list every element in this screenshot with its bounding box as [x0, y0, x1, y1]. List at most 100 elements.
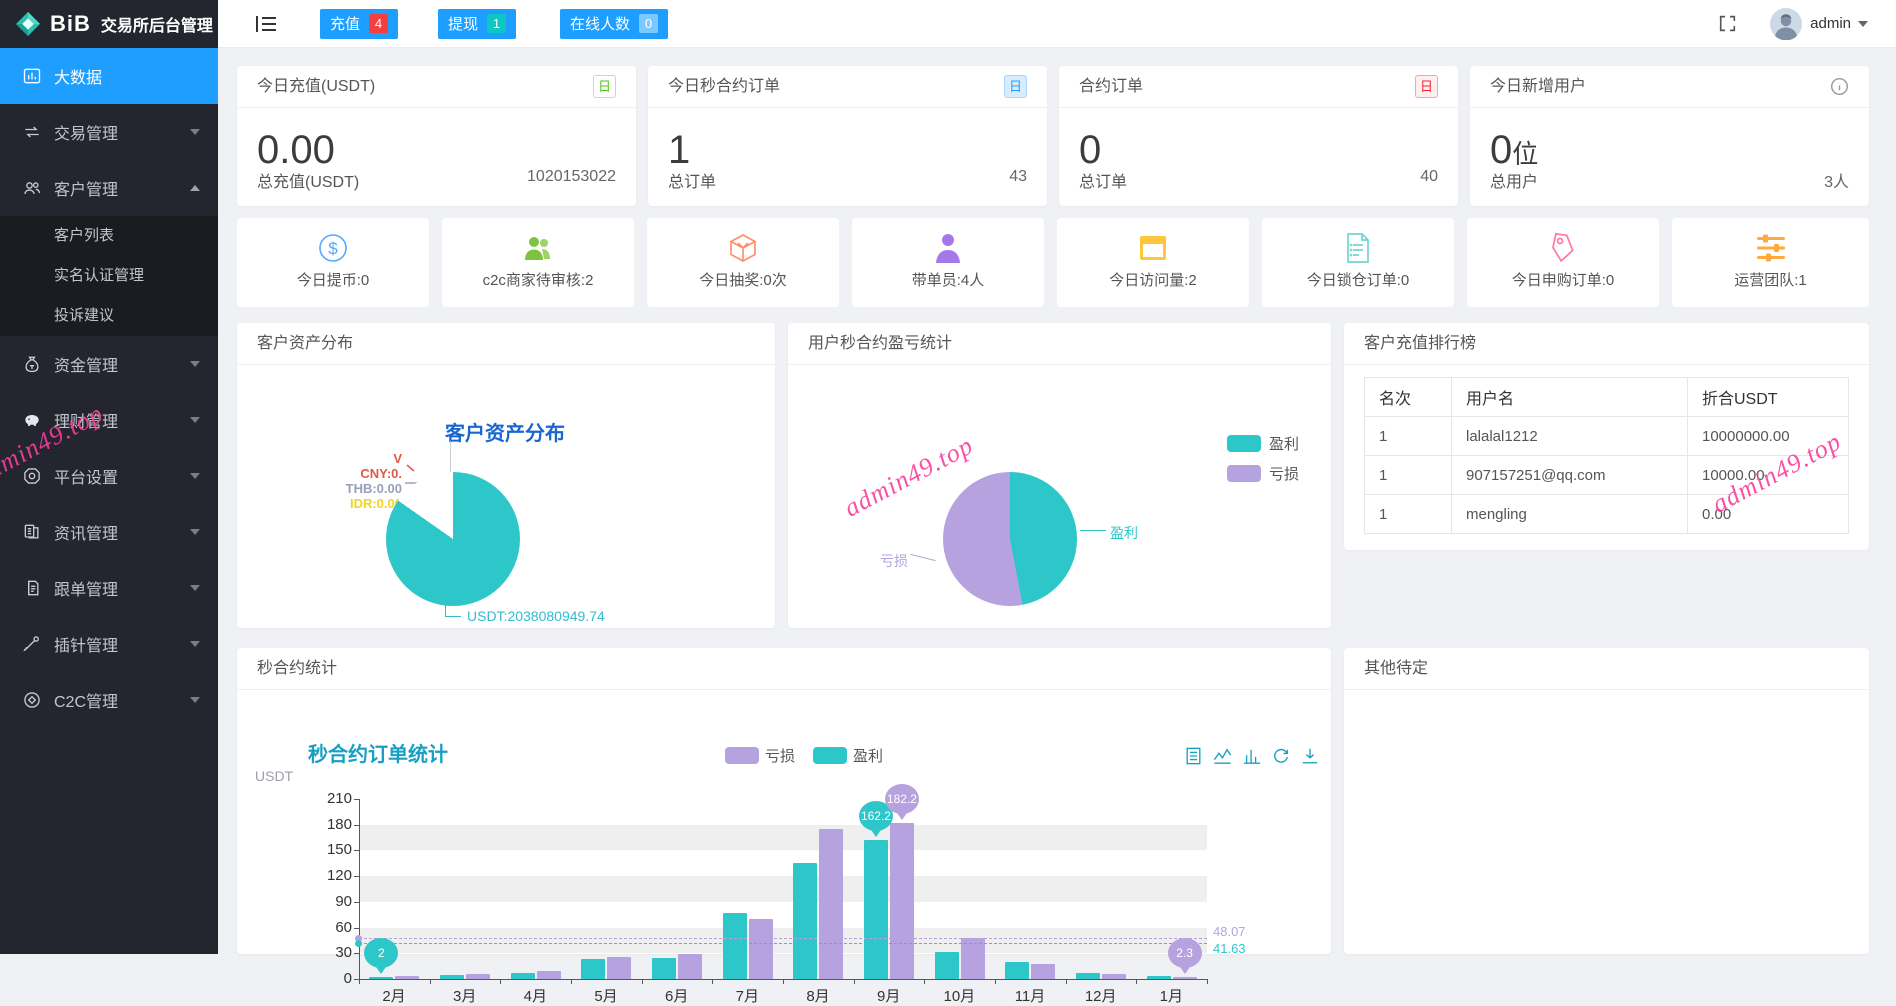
svg-text:$: $ [328, 239, 338, 258]
line-chart-icon[interactable] [1213, 747, 1232, 765]
sidebar-subitem-kyc[interactable]: 实名认证管理 [54, 267, 145, 284]
sidebar-item-wealth[interactable]: 理财管理 [0, 392, 218, 448]
tag-icon [1552, 232, 1574, 263]
sidebar-item-c2c[interactable]: C2C管理 [0, 672, 218, 728]
tile-label: 今日抽奖:0次 [699, 272, 787, 289]
recharge-button[interactable]: 充值 4 [320, 8, 399, 39]
legend-item-loss[interactable]: 亏损 [1227, 463, 1299, 484]
tile-ops-team[interactable]: 运营团队:1 [1672, 218, 1869, 307]
x-tick [429, 979, 431, 984]
collapse-menu-icon[interactable] [256, 15, 276, 32]
bar-盈利 [581, 959, 606, 979]
legend-item-profit[interactable]: 盈利 [813, 745, 883, 766]
tile-label: 今日锁仓订单:0 [1306, 272, 1410, 289]
tile-c2c-merchants[interactable]: c2c商家待审核:2 [442, 218, 634, 307]
x-tick [853, 979, 855, 984]
fullscreen-icon[interactable] [1719, 15, 1736, 32]
profit-leader-line [1080, 530, 1106, 531]
copy-doc-icon [28, 580, 39, 596]
usdt-leader-line [445, 605, 461, 617]
y-tick-label: 60 [335, 918, 352, 936]
col-usdt: 折合USDT [1687, 377, 1849, 417]
online-users-button[interactable]: 在线人数 0 [560, 8, 669, 39]
refresh-icon[interactable] [1272, 747, 1290, 765]
x-tick-label: 3月 [452, 988, 477, 1005]
chevron-down-icon [190, 529, 200, 535]
recharge-rank-card: 客户充值排行榜 名次 用户名 折合USDT 1 lalalal1212 100000… [1344, 323, 1869, 550]
chevron-down-icon [190, 697, 200, 703]
download-icon[interactable] [1301, 747, 1319, 765]
online-users-label: 在线人数 [570, 16, 631, 33]
chevron-up-icon [190, 185, 200, 191]
day-badge[interactable]: 日 [593, 75, 616, 98]
legend-item-profit[interactable]: 盈利 [1227, 433, 1299, 454]
day-badge[interactable]: 日 [1415, 75, 1438, 98]
bar-盈利 [863, 839, 888, 979]
chevron-down-icon [190, 361, 200, 367]
customers-icon [24, 182, 41, 195]
x-tick-label: 10月 [943, 988, 976, 1005]
stat-footer-value: 1020153022 [527, 168, 616, 185]
bar-chart-title: 秒合约订单统计 [308, 744, 448, 766]
bar-chart-icon [23, 68, 41, 84]
avg-label-盈利: 41.63 [1213, 941, 1246, 957]
tile-visits[interactable]: 今日访问量:2 [1057, 218, 1249, 307]
sidebar-item-bigdata[interactable]: 大数据 [0, 48, 218, 104]
avg-line-亏损 [359, 937, 1207, 939]
seconds-contract-card: 秒合约统计 秒合约订单统计 亏损 盈利 USDT 0 30 60 90 120 150 18… [237, 648, 1331, 1005]
withdraw-button[interactable]: 提现 1 [438, 8, 517, 39]
sidebar-item-label: 资讯管理 [54, 526, 119, 543]
y-tick [354, 850, 359, 852]
bar-chart-legend: 亏损 盈利 [725, 745, 901, 766]
sidebar-item-copytrade[interactable]: 跟单管理 [0, 560, 218, 616]
sidebar-item-trade[interactable]: 交易管理 [0, 104, 218, 160]
pie-label-v: V [393, 451, 402, 466]
bar-亏损 [748, 919, 773, 979]
x-tick [924, 979, 926, 984]
data-view-icon[interactable] [1185, 747, 1202, 765]
username[interactable]: admin [1810, 15, 1851, 32]
bib-logo-icon [16, 12, 40, 36]
sidebar-subitem-complaints[interactable]: 投诉建议 [54, 307, 115, 324]
legend-swatch [725, 747, 759, 764]
stat-value: 0.00 [257, 128, 335, 172]
bar-chart-icon[interactable] [1243, 747, 1261, 765]
logo-text: BiB [50, 11, 91, 36]
info-icon[interactable] [1830, 77, 1849, 96]
table-header-row: 名次 用户名 折合USDT [1364, 377, 1849, 417]
chevron-down-icon [190, 129, 200, 135]
tile-subscribe-orders[interactable]: 今日申购订单:0 [1467, 218, 1659, 307]
x-tick [1136, 979, 1138, 984]
sidebar-nav: 大数据 交易管理 客户管理 客户列表 实名认证管理 投诉建议 资金管理 理财管理 [0, 48, 218, 728]
avg-dot-亏损 [355, 934, 362, 942]
sidebar-item-pin[interactable]: 插针管理 [0, 616, 218, 672]
sidebar-item-funds[interactable]: 资金管理 [0, 336, 218, 392]
tile-lead-traders[interactable]: 带单员:4人 [852, 218, 1044, 307]
sidebar-item-news[interactable]: 资讯管理 [0, 504, 218, 560]
bar-亏损 [536, 971, 561, 979]
day-badge[interactable]: 日 [1004, 75, 1027, 98]
legend-swatch [813, 747, 848, 764]
tile-lottery[interactable]: 今日抽奖:0次 [647, 218, 839, 307]
x-tick [641, 979, 643, 984]
bar-亏损 [889, 822, 914, 979]
bar-plot-area: 2月 3月 4月 5月 6月 7月 8月 9月 10月 11月 12月 1月 48.07 41.63 2 16… [354, 783, 1246, 1005]
sidebar-item-platform[interactable]: 平台设置 [0, 448, 218, 504]
user-menu-caret-icon[interactable] [1858, 20, 1868, 27]
tile-locked-orders[interactable]: 今日锁仓订单:0 [1262, 218, 1454, 307]
x-tick [1065, 979, 1067, 984]
tile-withdraw-today[interactable]: $ 今日提币:0 [237, 218, 429, 307]
col-username: 用户名 [1451, 377, 1688, 417]
card-title: 客户资产分布 [257, 334, 354, 352]
grid-band [359, 927, 1207, 954]
legend-item-loss[interactable]: 亏损 [725, 745, 795, 766]
sidebar-item-label: 跟单管理 [54, 582, 119, 599]
bar-盈利 [793, 863, 818, 979]
stat-card-seconds-orders: 今日秒合约订单 日 1 总订单 43 [648, 66, 1047, 206]
online-users-badge: 0 [639, 14, 659, 33]
logo: BiB 交易所后台管理 [0, 0, 218, 48]
stat-footer-label: 总订单 [1079, 174, 1128, 191]
sidebar-subitem-customer-list[interactable]: 客户列表 [54, 227, 115, 244]
sidebar-item-customers[interactable]: 客户管理 [0, 160, 218, 216]
avatar[interactable] [1770, 7, 1803, 40]
